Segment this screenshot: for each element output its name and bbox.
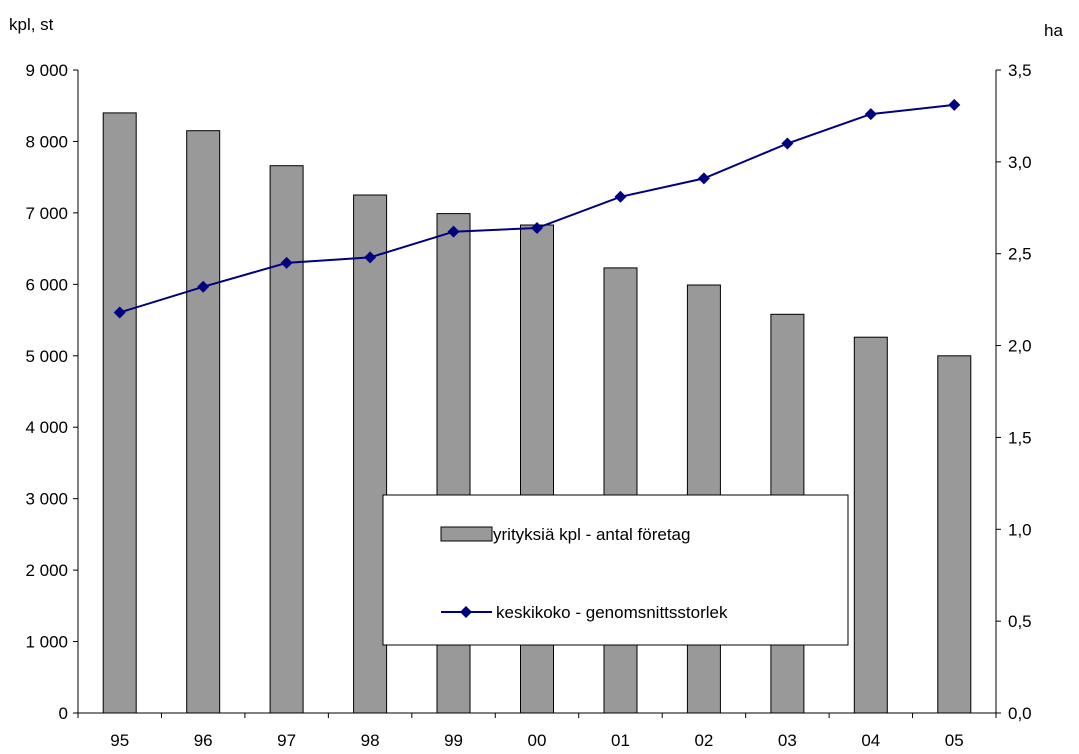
line-point-96 <box>197 280 210 293</box>
x-tick-label: 05 <box>945 731 964 750</box>
line-point-99 <box>447 225 460 238</box>
right-tick-label: 2,0 <box>1008 337 1032 356</box>
x-tick-label: 99 <box>444 731 463 750</box>
line-point-00 <box>531 221 543 234</box>
x-tick-label: 96 <box>194 731 213 750</box>
x-tick-label: 98 <box>361 731 380 750</box>
left-tick-label: 9 000 <box>25 61 68 80</box>
line-point-05 <box>948 98 961 111</box>
left-tick-label: 2 000 <box>25 561 68 580</box>
right-tick-label: 0,0 <box>1008 704 1032 723</box>
right-tick-label: 2,5 <box>1008 245 1032 264</box>
legend-bar-swatch <box>440 526 493 542</box>
right-tick-label: 0,5 <box>1008 612 1032 631</box>
left-tick-label: 7 000 <box>25 204 68 223</box>
right-tick-label: 1,5 <box>1008 428 1032 447</box>
left-tick-label: 4 000 <box>25 418 68 437</box>
left-tick-label: 8 000 <box>25 132 68 151</box>
line-point-95 <box>113 306 126 319</box>
legend-line-label: keskikoko - genomsnittsstorlek <box>496 603 728 622</box>
line-point-02 <box>697 172 710 185</box>
legend-bar-label: yrityksiä kpl - antal företag <box>493 525 690 544</box>
line-point-04 <box>864 108 877 121</box>
left-tick-label: 6 000 <box>25 275 68 294</box>
right-tick-label: 3,5 <box>1008 61 1032 80</box>
line-point-98 <box>364 251 377 264</box>
legend: yrityksiä kpl - antal företag keskikoko … <box>382 494 849 646</box>
x-tick-label: 00 <box>528 731 547 750</box>
line-point-97 <box>280 256 293 269</box>
left-tick-label: 1 000 <box>25 633 68 652</box>
axes-layer <box>73 69 1001 718</box>
left-tick-label: 5 000 <box>25 347 68 366</box>
x-tick-label: 97 <box>277 731 296 750</box>
bar-95 <box>102 112 137 714</box>
x-tick-label: 95 <box>110 731 129 750</box>
bar-05 <box>937 355 972 714</box>
bar-04 <box>853 336 888 714</box>
legend-line-marker <box>460 606 472 618</box>
left-tick-label: 3 000 <box>25 490 68 509</box>
x-tick-label: 02 <box>694 731 713 750</box>
line-point-01 <box>614 190 627 203</box>
bar-98 <box>353 194 388 714</box>
line-point-03 <box>781 137 794 150</box>
line-layer <box>113 98 961 319</box>
bar-96 <box>186 130 221 714</box>
right-tick-label: 3,0 <box>1008 153 1032 172</box>
x-tick-label: 01 <box>611 731 630 750</box>
x-tick-label: 03 <box>778 731 797 750</box>
bar-01 <box>603 267 638 714</box>
legend-box <box>382 494 849 646</box>
right-axis-unit-label: ha <box>1044 21 1063 40</box>
left-tick-label: 0 <box>59 704 68 723</box>
x-tick-label: 04 <box>861 731 880 750</box>
left-axis-unit-label: kpl, st <box>9 15 54 34</box>
bar-97 <box>269 165 304 714</box>
right-tick-label: 1,0 <box>1008 520 1032 539</box>
